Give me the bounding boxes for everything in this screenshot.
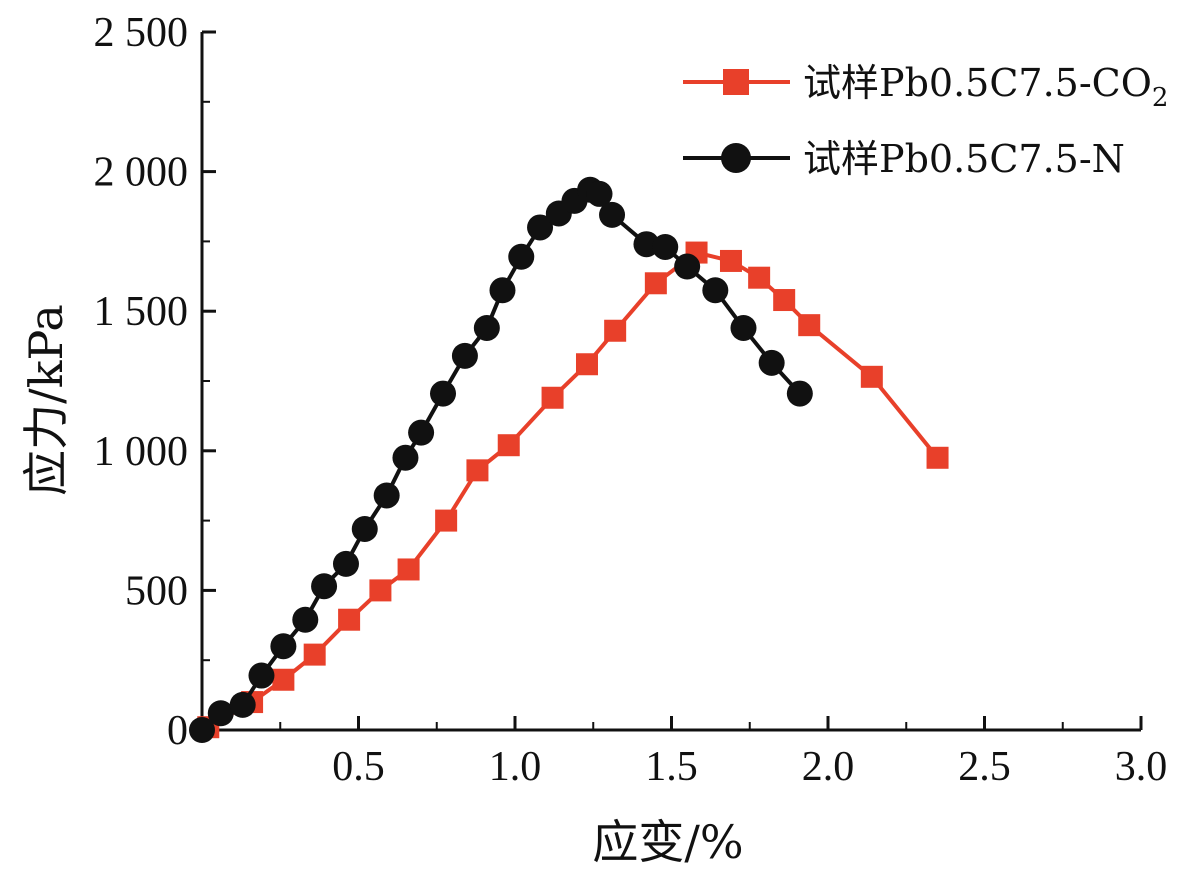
data-point [599,201,626,228]
legend-label-co2: 试样Pb0.5C7.5-CO2 [803,61,1168,113]
data-point [786,380,813,407]
data-point [408,419,435,446]
data-point [430,380,457,407]
data-point [674,253,701,280]
data-point [860,365,883,388]
data-point [369,579,392,602]
data-point [451,342,478,369]
data-point [644,272,667,295]
data-point [497,434,520,457]
data-point [392,444,419,471]
x-tick-label: 2.0 [802,744,855,790]
data-point [652,233,679,260]
data-point [435,509,458,532]
data-point [748,266,771,289]
legend-label-n: 试样Pb0.5C7.5-N [803,137,1125,181]
legend-marker-circle [721,143,751,173]
y-tick-label: 0 [167,708,188,754]
series-layer [189,176,949,743]
x-tick-label: 2.5 [958,744,1011,790]
y-tick-label: 2 000 [94,150,189,196]
x-tick-label: 1.0 [489,744,542,790]
series-0 [197,241,949,739]
data-point [189,717,215,743]
data-point [604,319,627,342]
data-point [508,243,535,270]
x-tick-label: 1.5 [645,744,698,790]
tick-labels: 0.5 1.0 1.5 2.0 2.5 3.0 0 500 1 000 1 500 2 000 2 5… [94,10,1168,790]
data-point [541,386,564,409]
data-point [730,314,757,341]
data-point [473,314,500,341]
y-tick-label: 2 500 [94,10,189,56]
data-point [719,249,742,272]
data-point [338,608,361,631]
y-tick-label: 1 500 [94,289,189,335]
data-point [575,353,598,376]
data-point [351,515,378,542]
data-point [466,459,489,482]
data-point [926,446,949,469]
ticks [202,30,1143,732]
data-point [270,633,297,660]
legend-marker-square [723,69,749,95]
data-point [207,700,234,727]
data-point [702,277,729,304]
data-point [332,550,359,577]
legend: 试样Pb0.5C7.5-CO2 试样Pb0.5C7.5-N [683,61,1168,181]
y-tick-label: 500 [125,568,188,614]
data-point [292,606,319,633]
x-axis-title: 应变/% [592,815,743,869]
x-tick-label: 3.0 [1115,744,1168,790]
legend-item-n: 试样Pb0.5C7.5-N [683,137,1125,181]
legend-item-co2: 试样Pb0.5C7.5-CO2 [683,61,1168,113]
y-tick-label: 1 000 [94,429,189,475]
data-point [527,214,554,241]
data-point [773,289,796,312]
data-point [798,314,821,337]
data-point [586,180,613,207]
data-point [373,482,400,509]
data-point [248,662,275,689]
legend-label-co2-main: 试样Pb0.5C7.5-CO [803,61,1152,105]
data-point [229,691,256,718]
data-point [397,558,420,581]
data-point [758,349,785,376]
data-point [311,573,338,600]
series-1 [189,176,813,743]
data-point [489,277,516,304]
data-point [272,668,295,691]
x-tick-label: 0.5 [332,744,385,790]
y-axis-title: 应力/kPa [19,304,73,496]
legend-label-co2-subscript: 2 [1152,83,1169,113]
data-point [303,643,326,666]
